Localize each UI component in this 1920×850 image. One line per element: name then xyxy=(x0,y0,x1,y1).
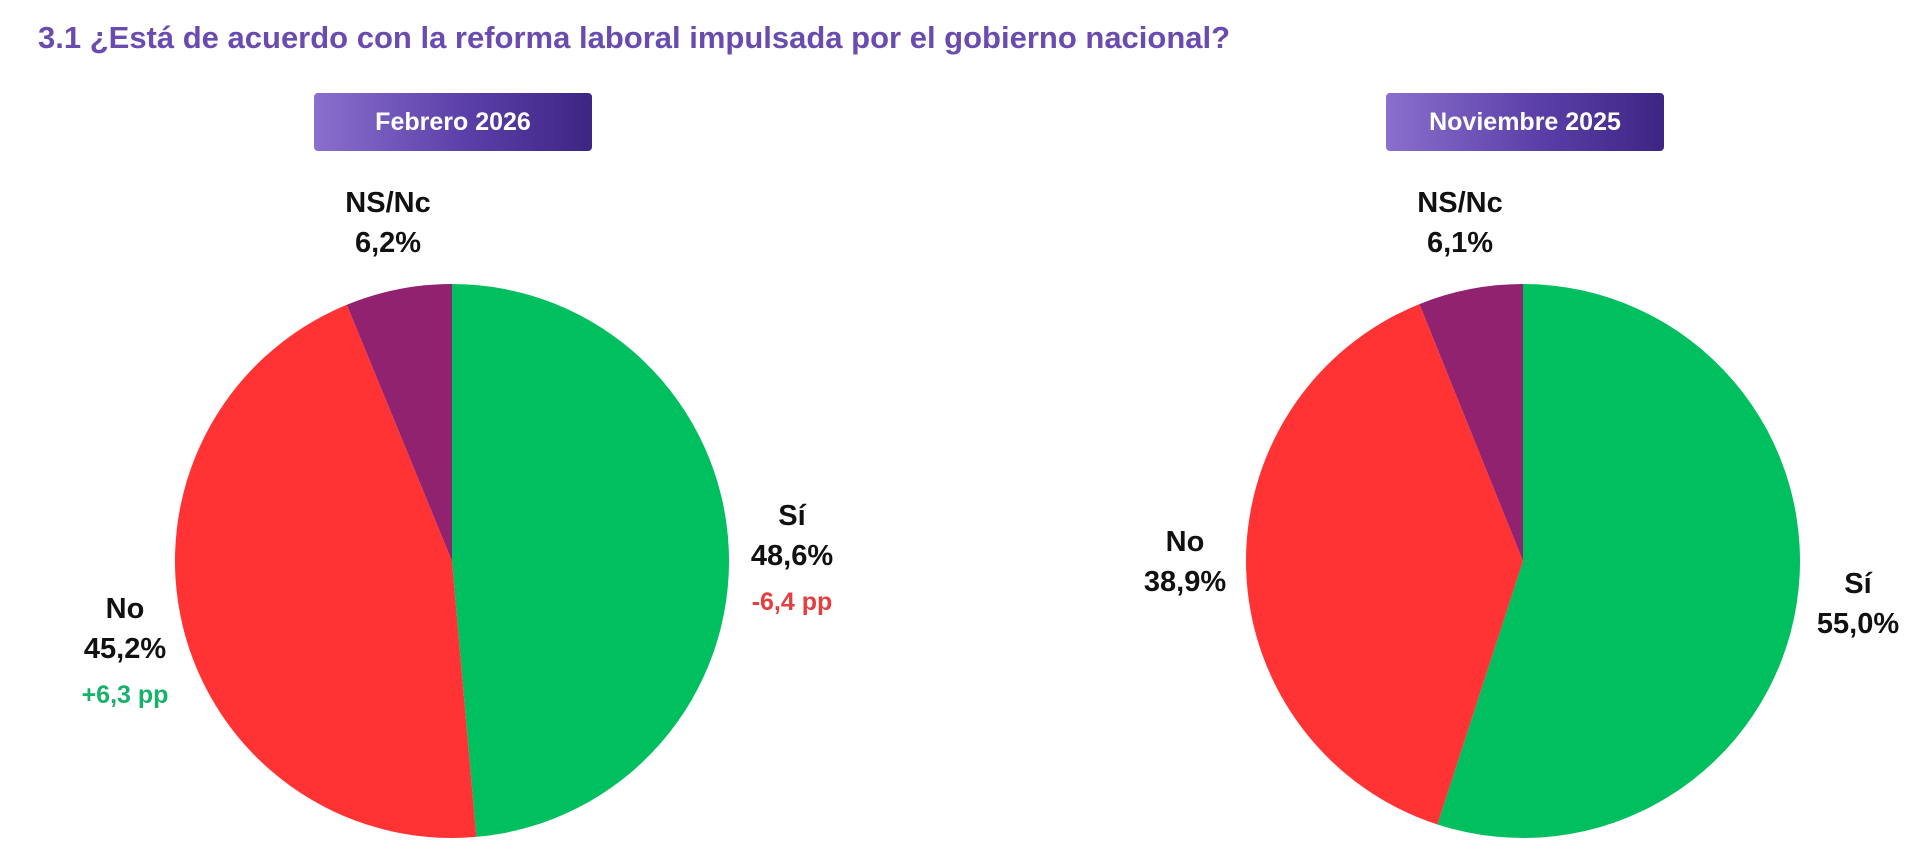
slice-value-si: 55,0% xyxy=(1817,608,1899,640)
slice-value-nsnc: 6,2% xyxy=(355,227,421,259)
period-badge-feb-2026: Febrero 2026 xyxy=(314,93,592,151)
slice-label-si: Sí xyxy=(778,500,806,532)
pie-slice-nsnc xyxy=(1419,284,1523,561)
pie-slice-si xyxy=(452,284,730,837)
pie-chart-feb-2026: Sí 48,6% -6,4 pp No 45,2% +6,3 pp NS/Nc 6,2% xyxy=(82,187,833,839)
slice-label-no: No xyxy=(106,593,145,625)
slice-label-nsnc: NS/Nc xyxy=(1417,187,1502,219)
pie-chart-nov-2025: Sí 55,0% No 38,9% NS/Nc 6,1% xyxy=(1144,187,1899,838)
slice-value-nsnc: 6,1% xyxy=(1427,227,1493,259)
slice-label-si: Sí xyxy=(1844,568,1872,600)
pie-slice-no xyxy=(1246,304,1523,825)
slice-value-no: 38,9% xyxy=(1144,566,1226,598)
slice-value-si: 48,6% xyxy=(751,540,833,572)
slice-delta-si: -6,4 pp xyxy=(752,588,833,616)
chart-title: 3.1 ¿Está de acuerdo con la reforma labo… xyxy=(38,20,1231,55)
slice-delta-no: +6,3 pp xyxy=(82,681,169,709)
slice-value-no: 45,2% xyxy=(84,633,166,665)
pie-slice-si xyxy=(1437,284,1801,838)
slice-label-no: No xyxy=(1166,526,1205,558)
pie-slice-nsnc xyxy=(346,284,452,561)
pie-slice-no xyxy=(174,304,477,839)
period-badge-nov-2025: Noviembre 2025 xyxy=(1386,93,1664,151)
slice-label-nsnc: NS/Nc xyxy=(345,187,430,219)
